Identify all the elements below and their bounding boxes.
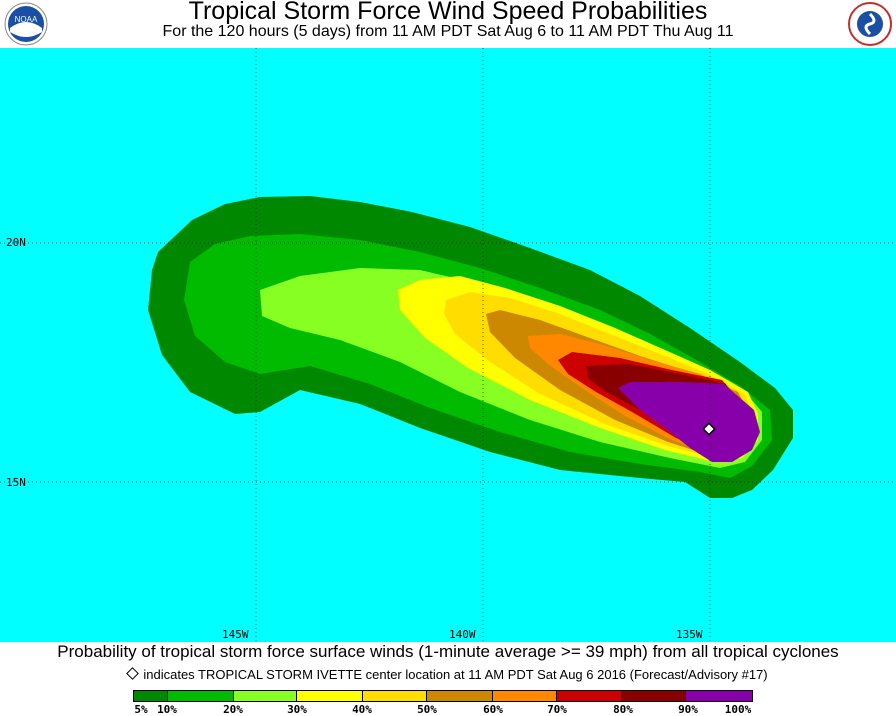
probability-legend [133, 690, 753, 702]
storm-center-caption: indicates TROPICAL STORM IVETTE center l… [0, 666, 896, 684]
lat-label-15n: 15N [6, 476, 26, 489]
legend-swatch-80-90 [622, 691, 687, 701]
legend-label-30: 30% [287, 703, 307, 716]
header: NOAA Tropical Storm Force Wind Speed Pro… [0, 0, 896, 48]
legend-swatch-90-100 [686, 691, 752, 701]
map-caption: Probability of tropical storm force surf… [57, 642, 839, 661]
nws-logo-icon [848, 2, 892, 46]
legend-label-90: 90% [678, 703, 698, 716]
lon-label-145w: 145W [222, 628, 249, 641]
legend-swatch-30-40 [297, 691, 364, 701]
page-subtitle: For the 120 hours (5 days) from 11 AM PD… [162, 23, 734, 40]
lon-label-140w: 140W [449, 628, 476, 641]
grid-lines [0, 48, 896, 642]
probability-contour-90 [618, 382, 760, 462]
legend-swatch-70-80 [556, 691, 623, 701]
legend-label-100: 100% [724, 703, 752, 716]
lat-label-20n: 20N [6, 236, 26, 249]
probability-map [0, 48, 896, 642]
page-title: Tropical Storm Force Wind Speed Probabil… [188, 0, 708, 25]
legend-swatch-40-50 [363, 691, 428, 701]
legend-label-20: 20% [223, 703, 243, 716]
legend-label-5: 5% [134, 703, 148, 716]
storm-center-caption-text: indicates TROPICAL STORM IVETTE center l… [143, 667, 768, 682]
legend-label-50: 50% [417, 703, 437, 716]
legend-swatch-60-70 [492, 691, 557, 701]
legend-label-60: 60% [483, 703, 503, 716]
noaa-logo-icon: NOAA [4, 2, 48, 46]
legend-swatch-10-20 [167, 691, 234, 701]
storm-center-marker [702, 422, 716, 436]
legend-label-10: 10% [157, 703, 177, 716]
legend-label-70: 70% [547, 703, 567, 716]
diamond-marker-icon [126, 667, 140, 680]
legend-label-80: 80% [613, 703, 633, 716]
svg-text:NOAA: NOAA [15, 15, 38, 24]
lon-label-135w: 135W [676, 628, 703, 641]
legend-swatch-50-60 [427, 691, 493, 701]
legend-label-40: 40% [352, 703, 372, 716]
legend-swatch-5-10 [134, 691, 168, 701]
legend-swatch-20-30 [233, 691, 298, 701]
